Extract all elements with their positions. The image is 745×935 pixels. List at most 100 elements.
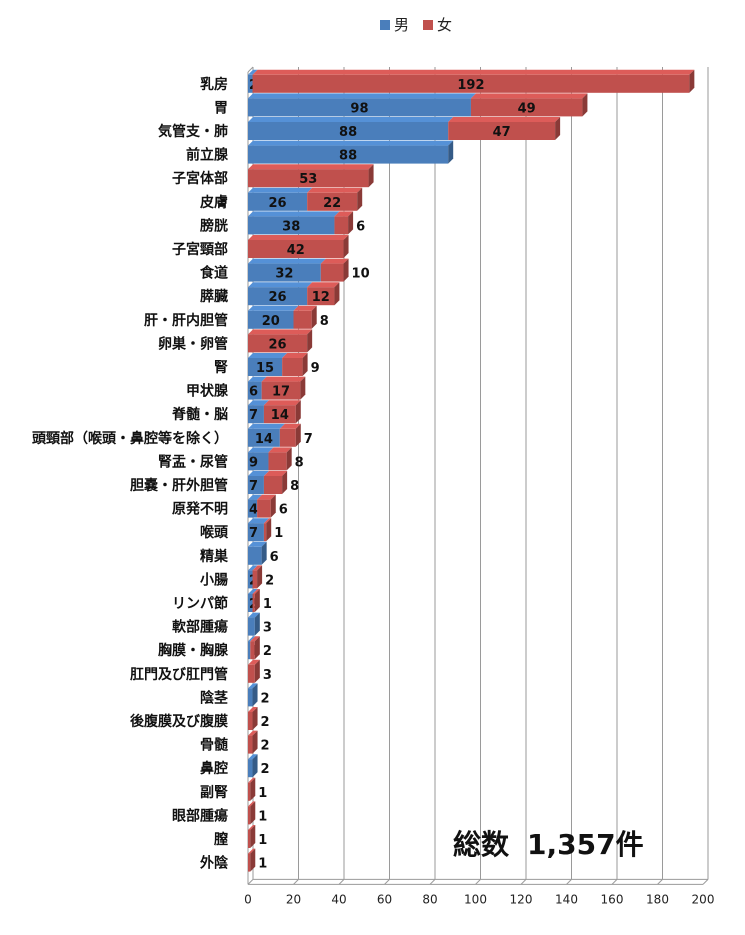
- data-label-female: 1: [258, 833, 267, 848]
- bar-female: [252, 74, 690, 93]
- bar-male: [248, 287, 308, 306]
- data-label-female: 53: [299, 172, 317, 187]
- category-label: 脊髄・脳: [171, 406, 228, 423]
- data-label-female: 192: [457, 78, 484, 93]
- category-label: 子宮体部: [172, 170, 228, 187]
- bar-top-male: [248, 69, 258, 75]
- bar-top-male: [248, 376, 267, 382]
- data-label-male: 7: [249, 408, 258, 423]
- data-label-female: 12: [312, 290, 330, 305]
- bar-top-female: [248, 777, 256, 783]
- category-label: 腎: [214, 360, 228, 376]
- data-label-male: 20: [262, 314, 280, 329]
- category-label: 胆嚢・肝外胆管: [130, 477, 228, 494]
- data-label-female: 1: [258, 857, 267, 872]
- bar-top-male: [248, 541, 267, 547]
- bar-male: [248, 74, 253, 93]
- bar-top-female: [248, 329, 313, 335]
- category-label: 卵巣・卵管: [158, 335, 228, 352]
- x-tick-label: 180: [646, 892, 669, 906]
- bar-top-male: [248, 423, 285, 429]
- category-label: 腎盂・尿管: [158, 453, 228, 470]
- bar-side-female: [348, 211, 354, 235]
- data-label-female: 1: [258, 786, 267, 801]
- bar-top-male: [248, 258, 326, 264]
- bar-female: [334, 216, 349, 235]
- data-label-female: 47: [493, 125, 511, 140]
- x-tick-label: 20: [286, 892, 301, 906]
- category-label: 原発不明: [172, 501, 228, 518]
- bar-top-female: [248, 801, 256, 807]
- floor-gridline: [384, 879, 390, 885]
- data-label-male: 15: [256, 361, 274, 376]
- bar-female: [248, 853, 251, 872]
- category-label: 膵臓: [200, 288, 228, 305]
- bar-top-female: [252, 69, 695, 75]
- bar-male: [248, 263, 321, 282]
- category-label: 陰茎: [200, 689, 228, 706]
- data-label-female: 22: [323, 196, 341, 211]
- data-label-female: 26: [269, 337, 287, 352]
- bar-top-male: [248, 636, 256, 642]
- bar-top-female: [448, 117, 561, 122]
- bar-female: [263, 523, 267, 542]
- bar-male: [248, 688, 253, 707]
- category-label: 前立腺: [186, 147, 229, 164]
- bar-male: [248, 499, 258, 518]
- category-label: 精巣: [200, 548, 229, 565]
- data-label-female: 8: [290, 479, 299, 494]
- bar-top-male: [248, 353, 288, 358]
- bar-side-female: [250, 801, 256, 825]
- bar-top-female: [248, 730, 258, 736]
- bar-top-female: [293, 305, 317, 311]
- x-tick-label: 200: [692, 892, 715, 906]
- bar-side-male: [254, 612, 260, 636]
- bar-top-female: [248, 825, 256, 830]
- bar-side-female: [254, 659, 260, 683]
- bar-female: [248, 782, 251, 801]
- bar-female: [248, 169, 369, 188]
- bar-top-female: [268, 447, 292, 453]
- bar-top-female: [307, 282, 340, 288]
- bar-top-male: [248, 400, 269, 406]
- bar-female: [268, 452, 287, 471]
- bar-male: [248, 641, 251, 660]
- category-label: 外陰: [200, 855, 229, 872]
- bar-female: [279, 428, 296, 447]
- bar-male: [248, 428, 280, 447]
- category-label: 後腹膜及び腹膜: [130, 713, 228, 730]
- bar-side-female: [266, 518, 272, 542]
- bar-top-female: [252, 565, 263, 571]
- total-label: 総数: [453, 828, 510, 861]
- bar-top-female: [261, 376, 306, 382]
- bar-female: [250, 641, 255, 660]
- bar-side-female: [254, 589, 260, 612]
- legend-label-male: 男: [394, 16, 410, 34]
- x-tick-label: 100: [464, 892, 487, 906]
- x-tick-label: 140: [555, 892, 578, 906]
- bar-top-male: [248, 211, 340, 217]
- bar-female: [252, 570, 258, 589]
- x-tick-label: 0: [244, 892, 252, 906]
- data-label-female: 8: [295, 455, 304, 470]
- bar-top-female: [307, 187, 363, 193]
- bar-top-female: [248, 707, 258, 712]
- data-label-female: 14: [271, 408, 289, 423]
- bar-top-female: [248, 164, 374, 170]
- bar-female: [282, 358, 303, 376]
- bar-side-female: [270, 494, 276, 518]
- legend-swatch-female: [423, 19, 434, 30]
- bar-side-female: [295, 400, 301, 424]
- category-label: 皮膚: [199, 194, 228, 211]
- bar-male: [248, 122, 449, 140]
- bar-male: [248, 358, 283, 376]
- bar-side-male: [252, 683, 258, 707]
- bar-female: [263, 476, 283, 494]
- bar-side-female: [302, 353, 308, 376]
- bar-side-female: [343, 235, 349, 258]
- data-label-female: 2: [265, 573, 274, 588]
- data-label-female: 42: [287, 243, 305, 258]
- data-label-female: 17: [272, 385, 290, 400]
- bar-side-female: [307, 329, 313, 353]
